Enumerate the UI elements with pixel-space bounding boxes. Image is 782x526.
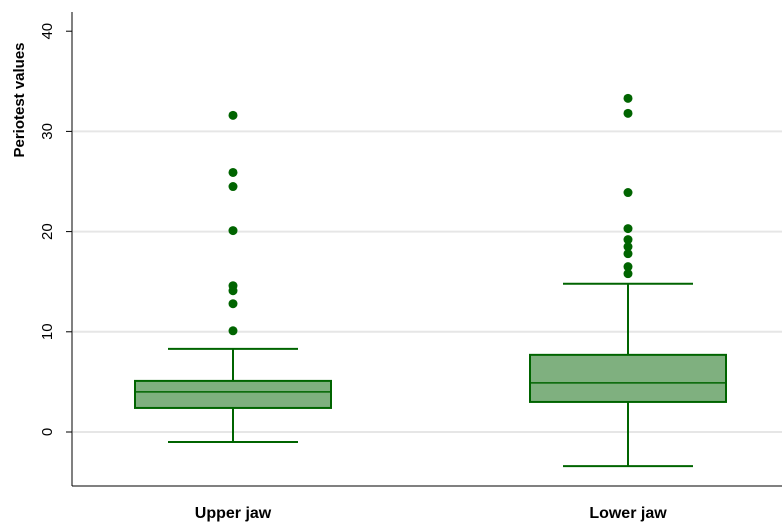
box-lower-jaw [529, 93, 727, 468]
y-axis: 0 10 20 30 40 [39, 12, 73, 486]
grid-lines [73, 130, 782, 433]
outlier-point [623, 188, 633, 198]
outlier-point [228, 326, 238, 336]
outlier-point [228, 110, 238, 120]
outlier-point [623, 249, 633, 259]
y-tick-label: 20 [39, 223, 56, 240]
category-label: Upper jaw [195, 505, 272, 522]
y-tick-label: 40 [39, 23, 56, 40]
iqr-box [134, 379, 332, 409]
iqr-box [529, 353, 727, 403]
outlier-point [623, 262, 633, 272]
y-tick-label: 0 [39, 428, 56, 436]
outlier-point [623, 93, 633, 103]
outlier-point [228, 299, 238, 309]
outlier-point [228, 167, 238, 177]
y-tick-label: 30 [39, 123, 56, 140]
outlier-point [623, 242, 633, 252]
box-upper-jaw [134, 110, 332, 444]
category-labels: Upper jaw Lower jaw [195, 505, 667, 522]
y-ticks: 0 10 20 30 40 [39, 23, 72, 436]
category-label: Lower jaw [589, 505, 667, 522]
y-axis-title: Periotest values [11, 42, 28, 157]
y-tick-label: 10 [39, 323, 56, 340]
outlier-point [623, 235, 633, 245]
outlier-point [228, 182, 238, 192]
outlier-point [623, 224, 633, 234]
outlier-point [623, 108, 633, 118]
outlier-point [228, 281, 238, 291]
outlier-point [623, 269, 633, 279]
boxes [134, 93, 727, 468]
outlier-point [228, 226, 238, 236]
